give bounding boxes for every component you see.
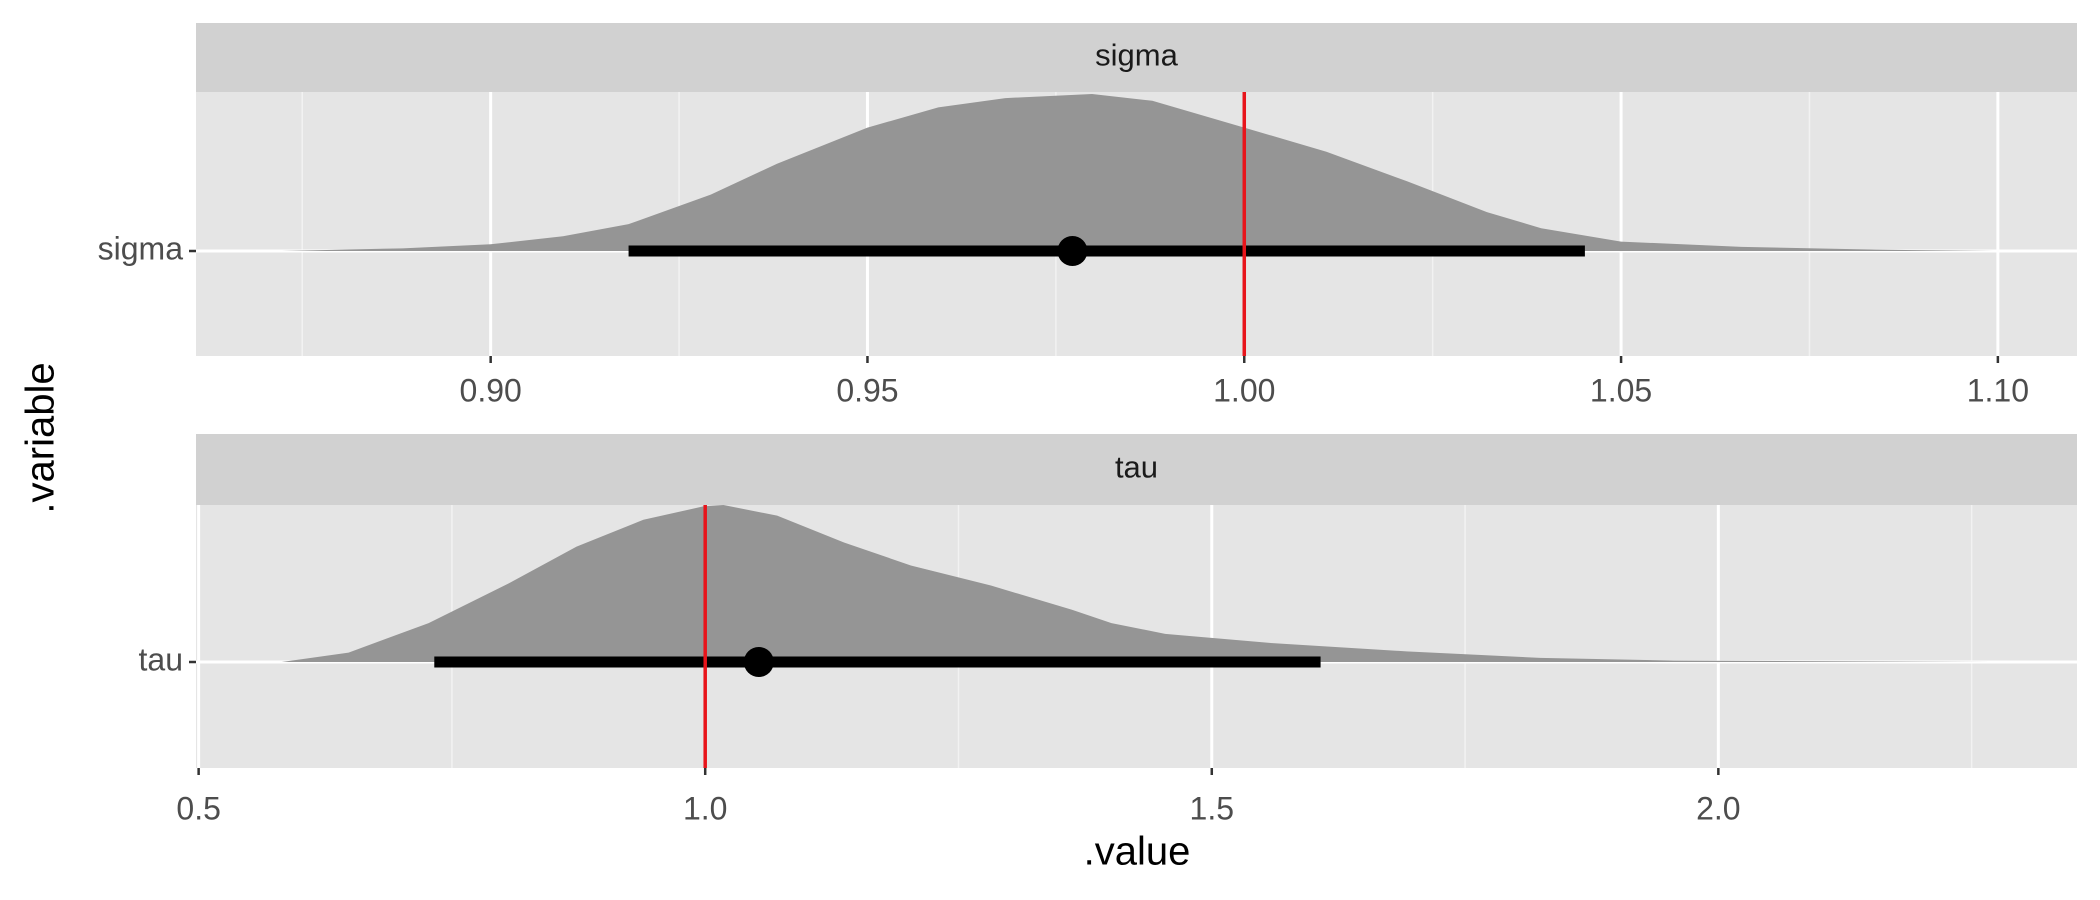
x-tick-label: 1.00 bbox=[1213, 372, 1275, 408]
x-tick-label: 0.90 bbox=[460, 372, 522, 408]
y-tick-label: sigma bbox=[98, 230, 184, 266]
x-tick-label: 1.10 bbox=[1967, 372, 2029, 408]
x-tick-label: 0.5 bbox=[176, 790, 220, 826]
strip-background bbox=[196, 23, 2077, 92]
x-tick-label: 1.05 bbox=[1590, 372, 1652, 408]
x-tick-label: 2.0 bbox=[1696, 790, 1740, 826]
x-axis-label: .value bbox=[1084, 830, 1191, 874]
strip-background bbox=[196, 434, 2077, 505]
density bbox=[281, 505, 1990, 662]
point-estimate bbox=[743, 647, 774, 677]
facet-title: sigma bbox=[1095, 38, 1178, 73]
y-axis-label: .variable bbox=[19, 362, 63, 513]
facet-title: tau bbox=[1115, 450, 1158, 485]
density bbox=[281, 94, 1994, 251]
x-tick-label: 1.0 bbox=[683, 790, 727, 826]
point-estimate bbox=[1057, 236, 1088, 266]
x-tick-label: 0.95 bbox=[836, 372, 898, 408]
x-tick-label: 1.5 bbox=[1190, 790, 1234, 826]
y-tick-label: tau bbox=[139, 641, 183, 677]
